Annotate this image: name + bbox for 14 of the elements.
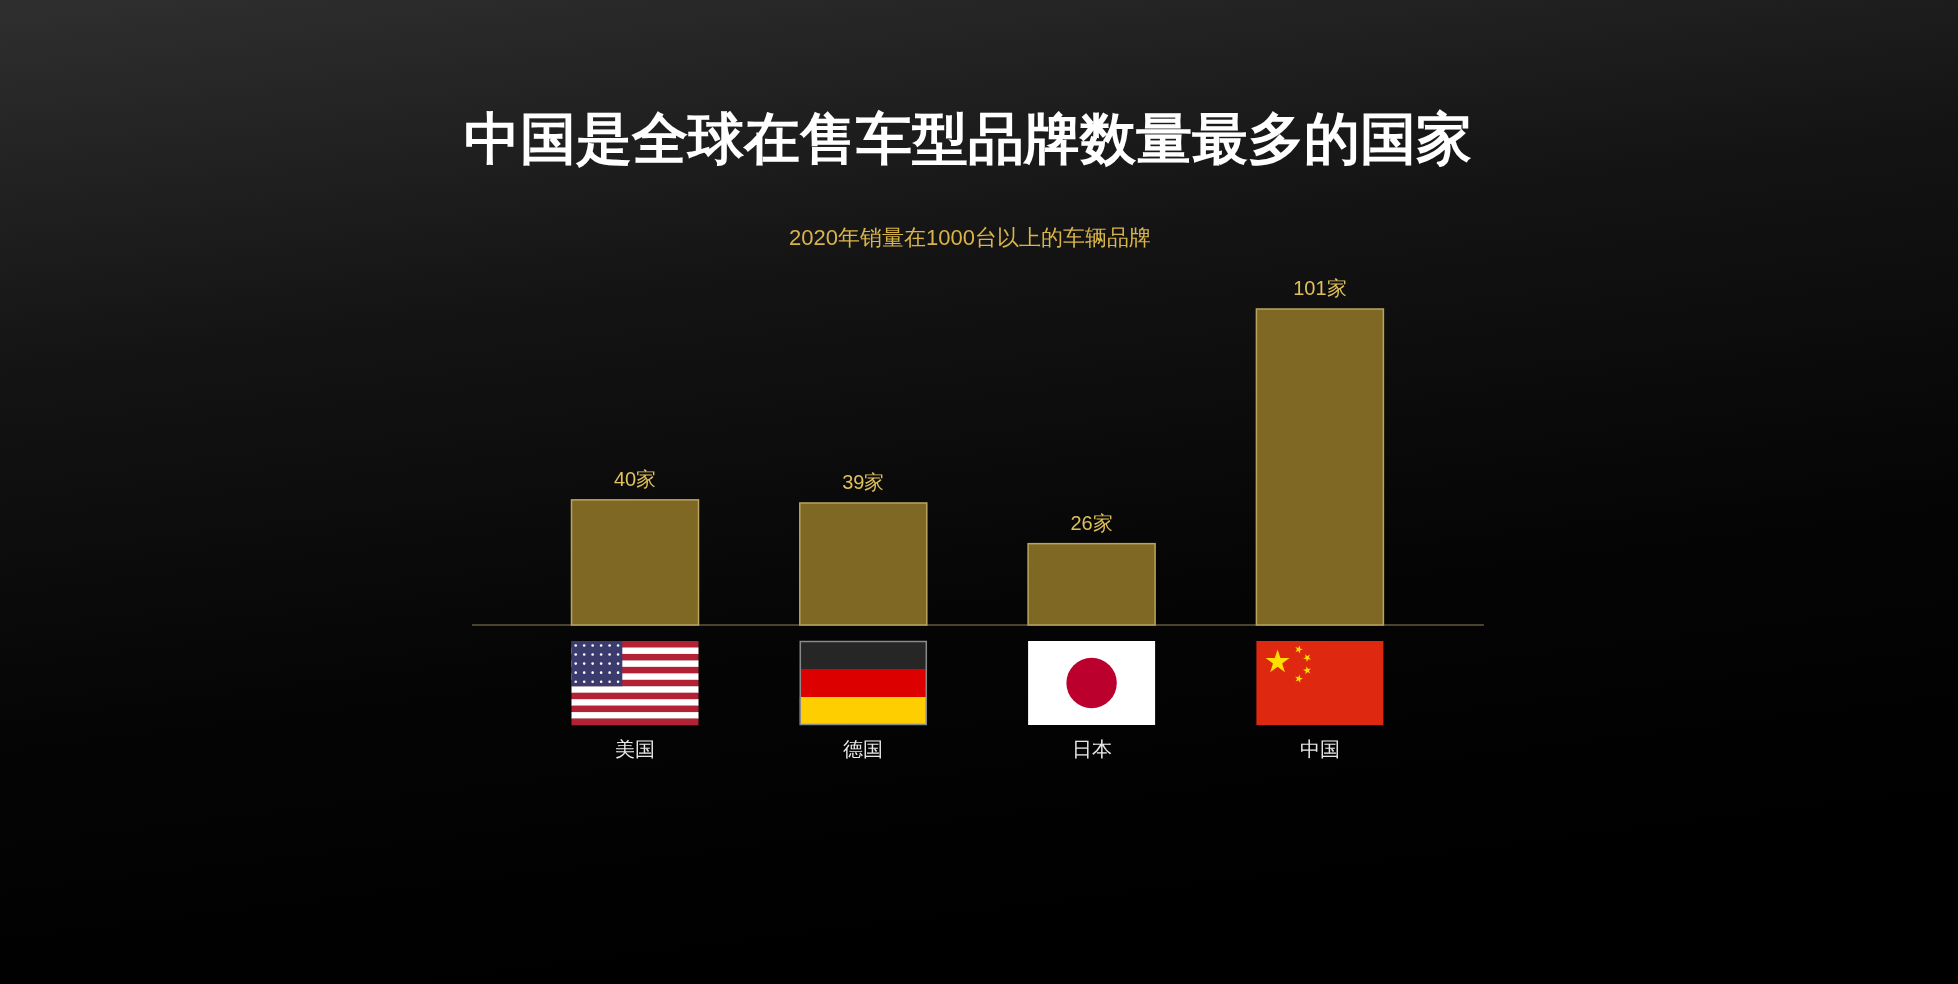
data-label: 40家: [613, 467, 657, 490]
chart-title: 中国是全球在售车型品牌数量最多的国家: [464, 107, 1472, 170]
bar: [1027, 542, 1156, 626]
x-tick-label: 日本: [1071, 738, 1112, 760]
x-tick-label: 美国: [615, 738, 655, 760]
chart-subtitle: 2020年销量在1000台以上的车辆品牌: [789, 225, 1151, 250]
bar: [570, 499, 700, 626]
x-tick-label: 中国: [1299, 738, 1340, 760]
bar: [1255, 308, 1385, 626]
data-label: 26家: [1070, 511, 1113, 534]
data-label: 101家: [1293, 277, 1347, 299]
x-tick-label: 德国: [843, 738, 884, 760]
data-label: 39家: [842, 470, 885, 493]
bar: [799, 502, 928, 626]
